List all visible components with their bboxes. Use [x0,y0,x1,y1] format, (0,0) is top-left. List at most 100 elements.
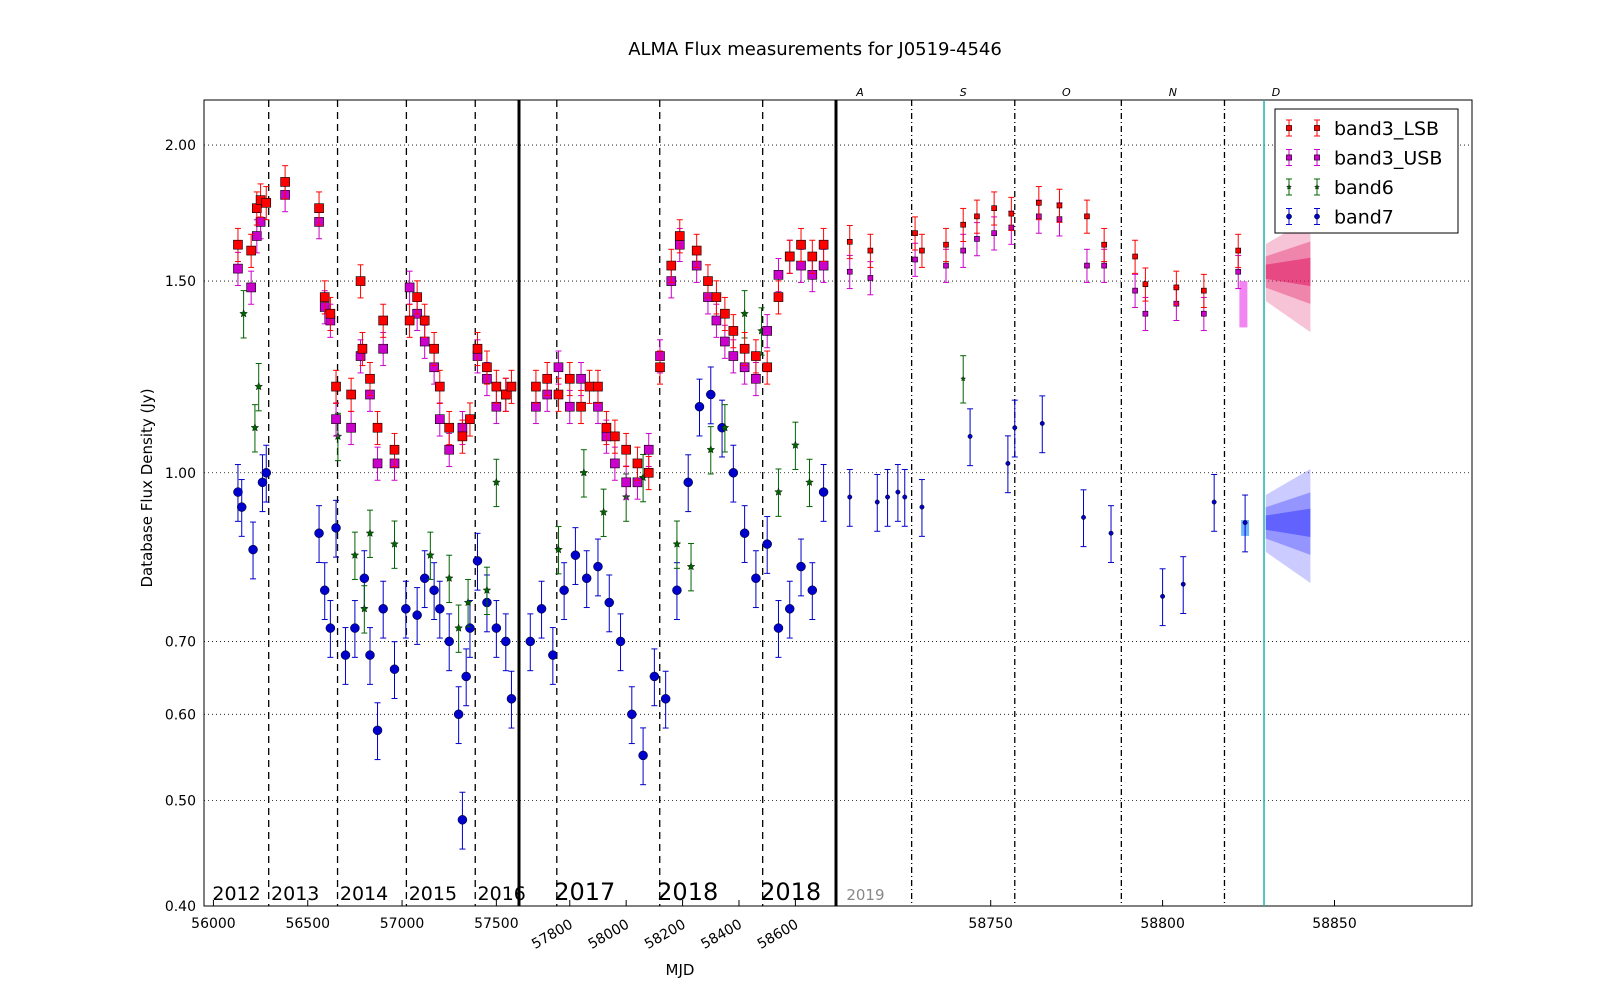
band7-point [739,528,750,538]
legend-label-band7: band7 [1334,207,1394,229]
band3_LSB-point [331,381,341,392]
band3_USB-point [943,262,949,269]
band6-point [720,423,730,432]
legend-marker [1314,125,1320,131]
band7-point [1108,530,1114,536]
band3_LSB-point [1235,247,1242,254]
x-tick-label: 56000 [191,916,236,932]
x-tick-label: 58850 [1312,916,1357,932]
band7-point [627,709,637,720]
band7-point [378,604,388,614]
band7-point [593,561,603,572]
band3_LSB-point [666,260,677,271]
band3_LSB-point [593,381,603,392]
band7-point [581,573,592,584]
band3_LSB-point [1173,284,1180,291]
band3_LSB-point [314,203,324,213]
band3_USB-point [444,444,455,455]
band7-point [660,694,671,704]
band6-point [774,487,783,496]
band3_LSB-point [1142,281,1149,288]
year-label: 2017 [554,878,615,906]
legend-marker [1285,183,1293,190]
band3_USB-point [796,260,806,271]
band7-point [638,750,648,761]
band7-point [412,610,422,620]
band7-point [325,623,336,633]
legend-marker [1314,154,1320,161]
band3_LSB-point [912,230,918,236]
band3_LSB-point [1132,253,1138,260]
band3_USB-point [434,414,445,424]
band3_LSB-point [703,276,713,286]
band3_LSB-point [246,245,256,256]
band7-point [248,544,258,555]
band3_LSB-point [1008,210,1015,217]
band3_USB-point [751,373,761,384]
band3_LSB-point [404,315,415,326]
band3_LSB-point [378,315,388,326]
band3_LSB-point [655,362,665,373]
band6-point [444,573,454,582]
band3_USB-point [346,422,356,433]
band3_USB-point [331,414,341,424]
band3_LSB-point [943,241,949,248]
band7-point [751,573,761,584]
band3_USB-point [1101,262,1107,269]
band3_LSB-point [429,343,439,354]
band3_USB-point [1201,310,1207,317]
band3_LSB-point [482,362,492,373]
legend-label-band3_USB: band3_USB [1334,148,1442,170]
band7-point [796,561,806,572]
band7-point [1160,593,1166,599]
legend-label-band3_LSB: band3_LSB [1334,118,1439,140]
legend-marker [1313,183,1321,190]
band3_LSB-point [506,381,517,392]
band7-point [236,502,247,512]
band3_USB-point [991,230,997,236]
band7-point [261,468,271,478]
band3_USB-point [246,282,256,293]
band7-point [1012,425,1018,431]
year-label: 2018 [657,878,718,906]
band7-point [506,694,517,704]
band7-point [536,604,547,614]
band3_LSB-point [564,373,575,384]
band7-point [365,650,375,660]
band6-point [554,545,563,554]
band7-point [895,489,901,495]
band3_LSB-point [762,362,772,373]
band7-point [233,487,243,497]
y-tick-label: 1.00 [165,466,196,482]
band3_USB-point [846,268,853,275]
band7-forecast-cone [1265,508,1311,537]
x-tick-label: 58400 [698,917,745,953]
band3_LSB-point [280,177,290,187]
band6-point [454,623,463,632]
band3_LSB-point [991,205,997,211]
month-label: D [1272,86,1280,99]
band3_USB-point [1235,268,1242,275]
band7-point [919,504,925,510]
month-label: S [960,86,967,99]
band7-point [257,477,268,488]
band3_USB-point [867,275,874,281]
band3_USB-point [711,315,722,326]
x-tick-label: 58600 [755,917,802,953]
band3_USB-point [621,477,631,488]
band7-point [1211,499,1217,505]
legend-label-band6: band6 [1334,177,1394,199]
legend-marker [1286,154,1292,161]
band3_LSB-point [472,343,483,354]
year-label: 2019 [846,886,884,904]
band3_USB-point [974,236,980,242]
band6-point [599,507,608,516]
band3_LSB-point [500,389,511,400]
band7-point [807,585,818,596]
band3_USB-point [553,362,564,373]
band7-point [501,636,511,647]
band3_LSB-point [621,444,631,455]
band3_LSB-point [1056,202,1063,209]
band3_USB-point [372,458,383,469]
band3_LSB-point [465,414,475,424]
